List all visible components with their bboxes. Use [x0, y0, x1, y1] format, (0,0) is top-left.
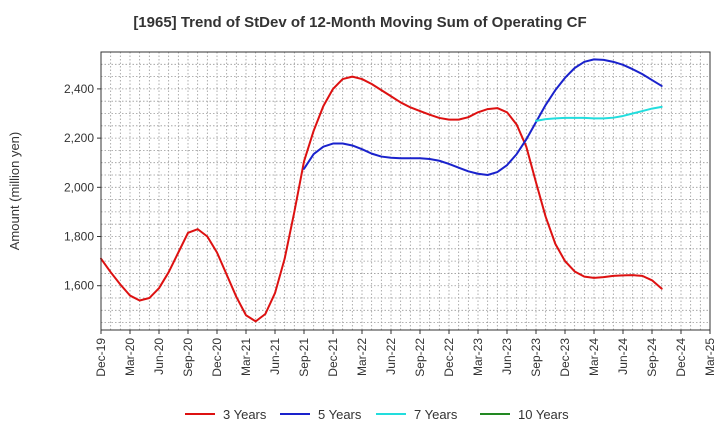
x-tick-label: Mar-23 — [471, 338, 485, 376]
x-tick-label: Mar-22 — [355, 338, 369, 376]
plot-background — [101, 52, 710, 330]
legend-label-7-years: 7 Years — [414, 407, 458, 422]
legend-label-3-years: 3 Years — [223, 407, 267, 422]
y-axis-label: Amount (million yen) — [7, 132, 22, 251]
y-tick-label: 1,600 — [64, 279, 94, 293]
y-tick-labels: 1,600 1,800 2,000 2,200 2,400 — [64, 82, 101, 293]
grid-layer — [101, 52, 710, 330]
x-tick-label: Mar-24 — [587, 338, 601, 376]
x-tick-label: Dec-22 — [442, 338, 456, 377]
legend-label-10-years: 10 Years — [518, 407, 569, 422]
series-layer — [100, 58, 663, 323]
x-tick-label: Jun-23 — [500, 338, 514, 375]
x-tick-label: Sep-22 — [413, 338, 427, 377]
x-tick-label: Mar-20 — [123, 338, 137, 376]
x-tick-label: Sep-23 — [529, 338, 543, 377]
legend: 3 Years 5 Years 7 Years 10 Years — [185, 407, 569, 422]
x-tick-label: Sep-20 — [181, 338, 195, 377]
legend-label-5-years: 5 Years — [318, 407, 362, 422]
y-tick-label: 2,200 — [64, 131, 94, 145]
y-tick-label: 2,000 — [64, 180, 94, 194]
x-tick-label: Dec-19 — [94, 338, 108, 377]
x-tick-label: Dec-21 — [326, 338, 340, 377]
x-tick-label: Jun-22 — [384, 338, 398, 375]
x-tick-labels: Dec-19 Mar-20 Jun-20 Sep-20 Dec-20 Mar-21 Jun-… — [94, 330, 717, 377]
x-tick-label: Sep-21 — [297, 338, 311, 377]
x-tick-label: Dec-24 — [674, 338, 688, 377]
x-tick-label: Sep-24 — [645, 338, 659, 377]
y-tick-label: 1,800 — [64, 230, 94, 244]
series-line-5-years — [303, 58, 663, 177]
x-tick-label: Jun-24 — [616, 338, 630, 375]
x-tick-label: Mar-21 — [239, 338, 253, 376]
series-line-7-years — [535, 105, 663, 122]
y-tick-label: 2,400 — [64, 82, 94, 96]
x-tick-label: Jun-21 — [268, 338, 282, 375]
series-line-3-years — [100, 75, 663, 323]
plot-frame — [100, 51, 711, 331]
chart-title: [1965] Trend of StDev of 12-Month Moving… — [133, 14, 587, 31]
x-tick-label: Mar-25 — [703, 338, 717, 376]
x-tick-label: Dec-20 — [210, 338, 224, 377]
x-tick-label: Jun-20 — [152, 338, 166, 375]
x-tick-label: Dec-23 — [558, 338, 572, 377]
